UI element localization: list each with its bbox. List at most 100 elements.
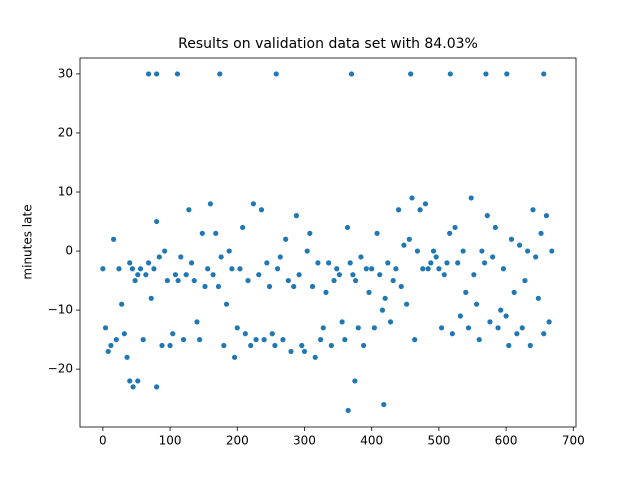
point <box>452 224 458 231</box>
point <box>408 71 414 77</box>
point <box>127 260 133 266</box>
point <box>339 319 345 325</box>
point <box>143 272 149 278</box>
point <box>500 266 507 272</box>
point <box>398 283 404 290</box>
point <box>369 266 375 272</box>
point <box>215 283 222 290</box>
point <box>334 266 340 272</box>
point <box>404 301 410 307</box>
point <box>197 337 203 343</box>
point <box>460 248 466 254</box>
point <box>358 254 364 260</box>
point <box>258 207 265 213</box>
point <box>490 254 496 260</box>
point <box>127 378 133 384</box>
point <box>320 325 326 331</box>
point <box>433 254 439 260</box>
point <box>350 272 356 278</box>
point <box>347 260 353 266</box>
point <box>538 230 544 236</box>
point <box>348 71 355 77</box>
point <box>336 272 343 278</box>
point <box>331 277 337 284</box>
point <box>108 342 114 349</box>
point <box>145 71 152 77</box>
point <box>326 260 332 266</box>
point <box>468 195 474 201</box>
point <box>172 272 179 278</box>
point <box>455 260 461 266</box>
point <box>312 354 318 360</box>
x-tick-label: 700 <box>562 434 585 448</box>
point <box>167 342 173 349</box>
point <box>457 313 464 319</box>
point <box>420 266 426 272</box>
point <box>318 337 324 343</box>
point <box>178 254 184 260</box>
point <box>102 325 109 331</box>
point <box>175 277 181 284</box>
y-tick-label: 10 <box>58 185 73 199</box>
point <box>229 266 235 272</box>
point <box>256 272 262 278</box>
point <box>549 248 555 254</box>
y-tick-label: −10 <box>48 303 73 317</box>
point <box>546 319 552 325</box>
point <box>191 277 197 284</box>
point <box>202 283 208 290</box>
chart-title: Results on validation data set with 84.0… <box>178 36 478 52</box>
point <box>296 272 302 278</box>
point <box>148 295 154 301</box>
point <box>221 342 227 349</box>
point <box>213 230 219 236</box>
point <box>218 254 224 260</box>
point <box>516 242 523 248</box>
point <box>299 342 305 349</box>
point <box>379 307 386 313</box>
point <box>409 195 415 201</box>
point <box>530 207 536 213</box>
point <box>345 407 351 414</box>
point <box>541 71 547 77</box>
point <box>240 224 246 231</box>
point <box>264 260 270 266</box>
point <box>511 289 517 295</box>
point <box>154 218 160 225</box>
point <box>414 248 420 254</box>
plot-frame <box>79 57 577 428</box>
point <box>207 201 213 207</box>
point <box>514 331 520 337</box>
point <box>481 260 488 266</box>
point <box>280 337 286 343</box>
point <box>390 277 396 284</box>
point <box>438 325 445 331</box>
point <box>210 272 216 278</box>
point <box>498 307 504 313</box>
point <box>377 272 383 278</box>
point <box>422 201 429 207</box>
point <box>503 313 509 319</box>
point <box>186 207 192 213</box>
point <box>277 254 283 260</box>
point <box>508 236 515 242</box>
point <box>417 207 423 213</box>
point <box>527 342 533 349</box>
point <box>273 71 279 77</box>
point <box>100 266 106 272</box>
point <box>180 337 187 343</box>
point <box>124 354 130 360</box>
point <box>342 337 348 343</box>
point <box>522 277 528 284</box>
point <box>361 342 367 349</box>
point <box>217 71 223 77</box>
point <box>447 230 453 236</box>
point <box>231 354 238 360</box>
point <box>135 378 141 384</box>
point <box>291 283 297 290</box>
point <box>301 348 308 355</box>
point <box>135 272 141 278</box>
point <box>272 342 278 349</box>
x-tick-label: 500 <box>427 434 450 448</box>
